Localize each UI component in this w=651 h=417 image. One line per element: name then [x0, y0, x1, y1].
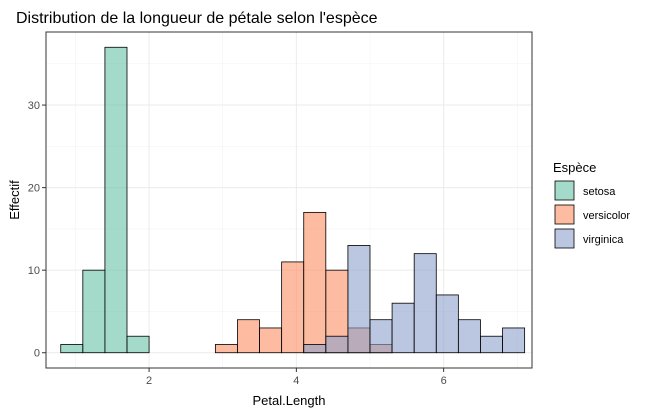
histogram-bar-setosa	[82, 269, 106, 354]
legend-swatch-versicolor	[554, 204, 575, 225]
histogram-bar-setosa	[60, 344, 84, 354]
legend-label-virginica: virginica	[583, 234, 624, 246]
legend-swatch-virginica	[554, 228, 575, 249]
histogram-bar-virginica	[413, 253, 437, 354]
histogram-bar-setosa	[126, 335, 150, 354]
legend-title: Espèce	[553, 160, 596, 175]
axis-ticks: 2 4 6 0 10 20 30	[28, 100, 447, 387]
y-tick-label: 0	[34, 348, 40, 360]
histogram-bar-virginica	[502, 327, 526, 354]
y-tick-label: 10	[28, 265, 40, 277]
legend-items: setosa versicolor virginica	[554, 180, 630, 249]
histogram-bar-virginica	[457, 319, 481, 354]
histogram-bar-virginica	[347, 245, 371, 354]
histogram-bar-versicolor	[281, 261, 305, 354]
chart-title: Distribution de la longueur de pétale se…	[16, 10, 378, 27]
histogram-bar-virginica	[480, 335, 503, 354]
histogram-bar-virginica	[325, 335, 349, 354]
histogram-bar-virginica	[303, 344, 327, 354]
y-axis-title: Effectif	[7, 180, 22, 220]
legend-label-versicolor: versicolor	[583, 210, 630, 222]
legend-label-setosa: setosa	[583, 186, 616, 198]
legend: Espèce setosa versicolor virginica	[553, 160, 630, 249]
histogram-bar-virginica	[435, 294, 459, 354]
histogram-bar-versicolor	[214, 344, 238, 354]
histogram-bar-versicolor	[259, 327, 283, 354]
y-tick-label: 20	[28, 183, 40, 195]
histogram-bar-versicolor	[237, 319, 260, 354]
histogram-bar-virginica	[391, 302, 415, 354]
y-tick-label: 30	[28, 100, 40, 112]
x-tick-label: 6	[441, 375, 447, 387]
x-tick-label: 4	[293, 375, 299, 387]
histogram-bar-setosa	[104, 46, 128, 354]
plot-panel-border	[45, 31, 533, 369]
x-tick-label: 2	[146, 375, 152, 387]
x-axis-title: Petal.Length	[252, 393, 325, 408]
histogram-bar-versicolor	[303, 211, 327, 354]
histogram-bar-virginica	[369, 319, 393, 354]
legend-swatch-setosa	[554, 180, 575, 201]
histogram-bars	[60, 46, 526, 354]
